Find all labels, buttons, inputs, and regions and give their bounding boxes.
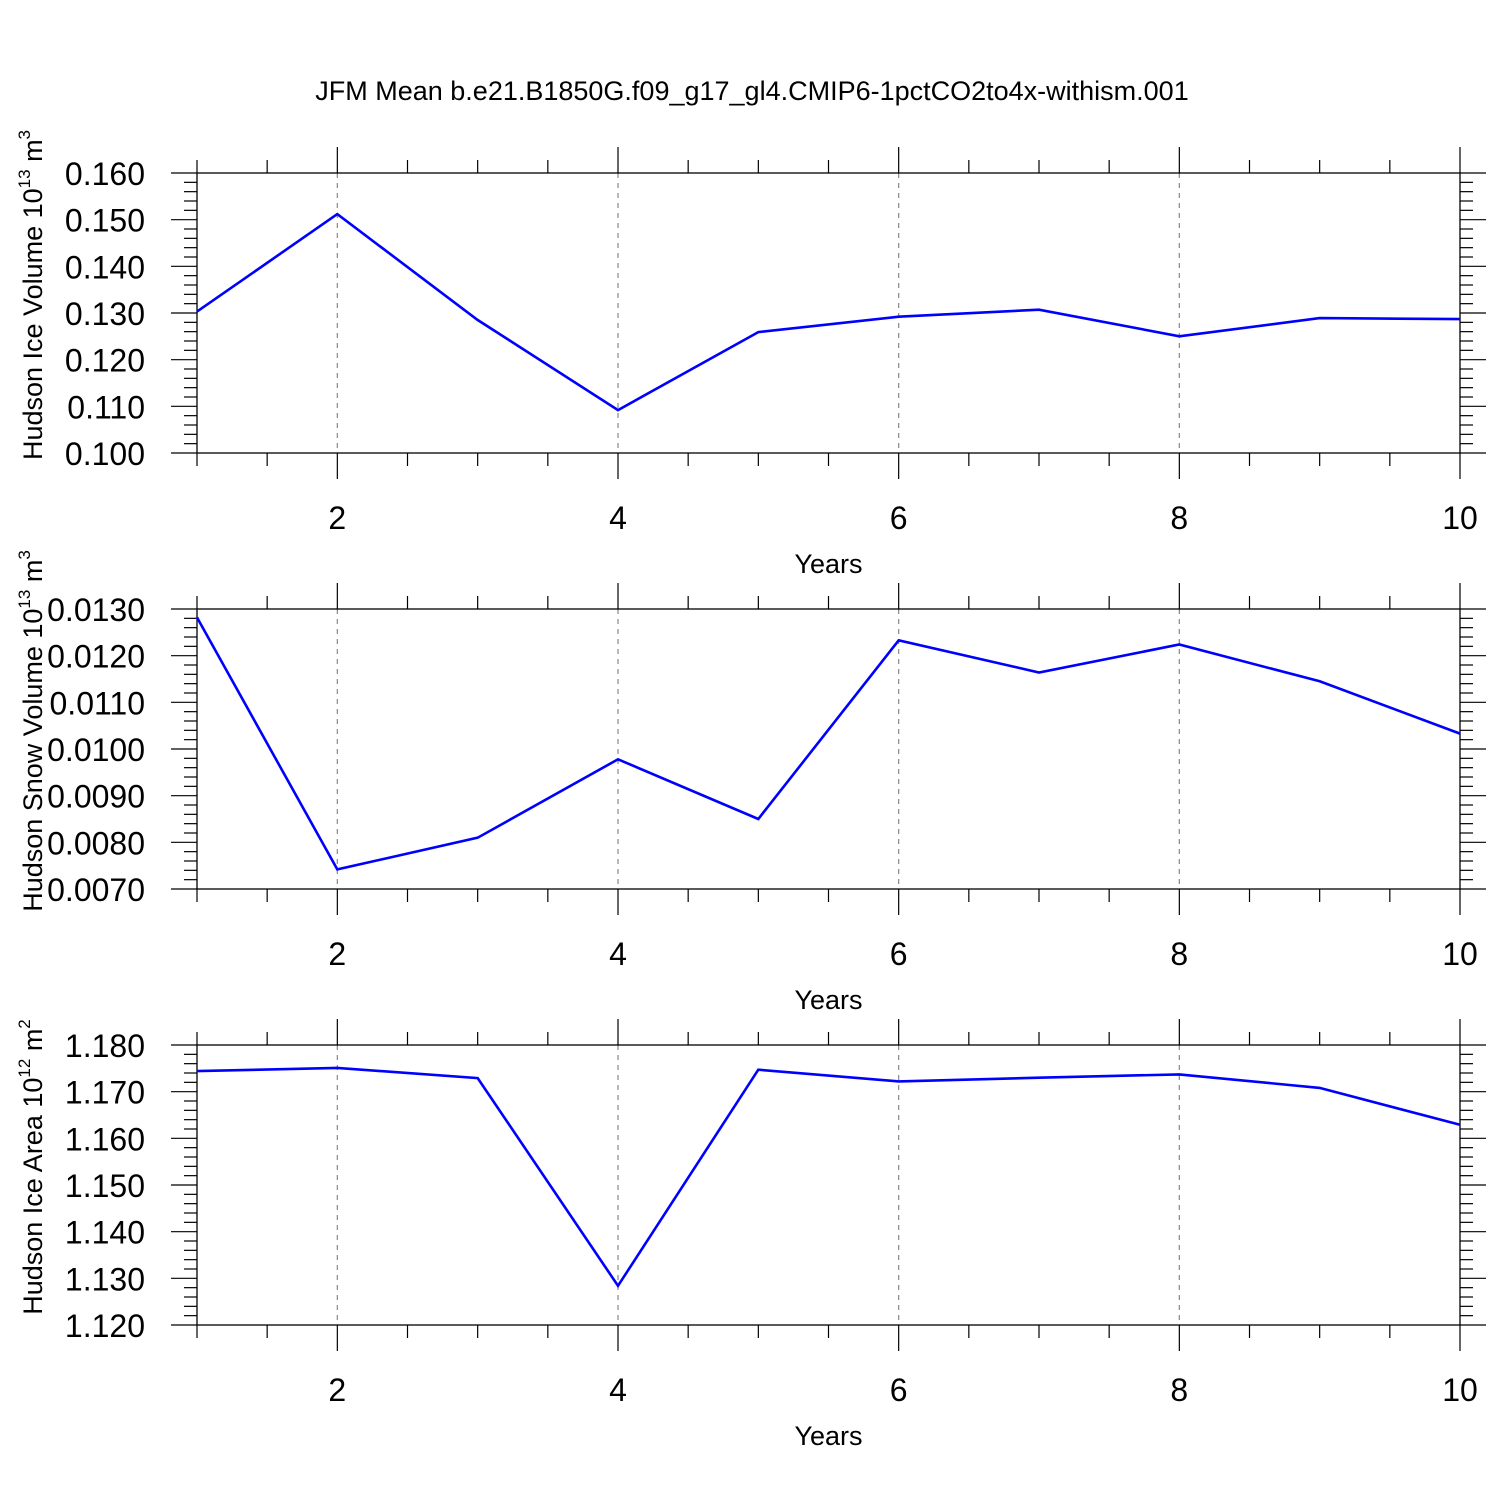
y-tick-label: 0.0090 [47, 779, 145, 815]
y-axis-label-unit: m [18, 139, 48, 169]
plot-frame [196, 172, 1461, 454]
x-tick-label: 4 [609, 936, 627, 972]
y-axis-label: Hudson Snow Volume 1013 m3 [15, 550, 48, 912]
x-tick-label: 10 [1442, 1372, 1478, 1408]
y-axis-label-exponent: 13 [15, 590, 34, 609]
y-axis-label-text: Hudson Ice Area 10 [18, 1078, 48, 1315]
y-axis-label-exponent: 13 [15, 169, 34, 188]
series-line [195, 616, 1461, 871]
y-axis-label-unit-exponent: 3 [15, 130, 34, 139]
panel-2: 0.0070 0.0080 0.0090 0.0100 0.0110 0.0120 0.01… [15, 550, 1486, 1015]
x-axis-label: Years [794, 1421, 862, 1451]
x-axis-label: Years [794, 549, 862, 579]
y-tick-label: 1.120 [65, 1308, 145, 1344]
x-tick-label: 2 [328, 1372, 346, 1408]
plot-frame [196, 608, 1461, 890]
y-tick-label: 1.180 [65, 1028, 145, 1064]
x-tick-label: 6 [890, 500, 908, 536]
y-axis-label-exponent: 12 [15, 1059, 34, 1078]
y-tick-label: 1.160 [65, 1121, 145, 1157]
y-tick-label: 0.0110 [50, 685, 146, 721]
y-axis-label-unit: m [18, 560, 48, 590]
y-axis-label-unit: m [18, 1029, 48, 1059]
y-tick-label: 0.140 [65, 249, 145, 285]
panel-1: 0.100 0.110 0.120 0.130 0.140 0.150 0.160 2 4 6 8 1… [15, 130, 1486, 579]
x-tick-label: 6 [890, 936, 908, 972]
x-tick-label: 4 [609, 1372, 627, 1408]
x-tick-label: 10 [1442, 936, 1478, 972]
y-tick-label: 0.110 [67, 389, 145, 425]
y-tick-label: 0.150 [65, 203, 145, 239]
y-tick-label: 0.0080 [47, 825, 145, 861]
y-tick-label: 0.0100 [47, 732, 145, 768]
x-tick-label: 6 [890, 1372, 908, 1408]
y-axis-label-text: Hudson Snow Volume 10 [18, 609, 48, 912]
x-tick-label: 4 [609, 500, 627, 536]
y-axis-label-text: Hudson Ice Volume 10 [18, 188, 48, 460]
x-tick-label: 10 [1442, 500, 1478, 536]
x-tick-label: 8 [1170, 936, 1188, 972]
y-tick-label: 0.120 [65, 343, 145, 379]
y-tick-label: 1.170 [65, 1075, 145, 1111]
y-tick-label: 0.130 [65, 296, 145, 332]
y-tick-label: 1.130 [65, 1261, 145, 1297]
x-tick-label: 2 [328, 936, 346, 972]
y-axis-label-unit-exponent: 3 [15, 550, 34, 559]
figure-title: JFM Mean b.e21.B1850G.f09_g17_gl4.CMIP6-… [315, 76, 1188, 106]
y-axis-label: Hudson Ice Volume 1013 m3 [15, 130, 48, 460]
panel-3: 1.120 1.130 1.140 1.150 1.160 1.170 1.180 2 4 6 8 1… [15, 1019, 1486, 1451]
x-tick-label: 8 [1170, 1372, 1188, 1408]
y-tick-label: 0.100 [65, 436, 145, 472]
y-tick-label: 0.160 [65, 156, 145, 192]
y-tick-label: 1.140 [65, 1215, 145, 1251]
x-tick-label: 8 [1170, 500, 1188, 536]
x-tick-label: 2 [328, 500, 346, 536]
series-line [196, 212, 1461, 412]
x-axis-label: Years [794, 985, 862, 1015]
series-line [196, 1066, 1461, 1289]
y-tick-label: 1.150 [65, 1168, 145, 1204]
y-tick-label: 0.0070 [47, 872, 145, 908]
y-axis-label: Hudson Ice Area 1012 m2 [15, 1019, 48, 1315]
y-tick-label: 0.0120 [47, 639, 145, 675]
y-axis-label-unit-exponent: 2 [15, 1019, 34, 1028]
plot-frame [196, 1044, 1461, 1326]
y-tick-label: 0.0130 [47, 592, 145, 628]
